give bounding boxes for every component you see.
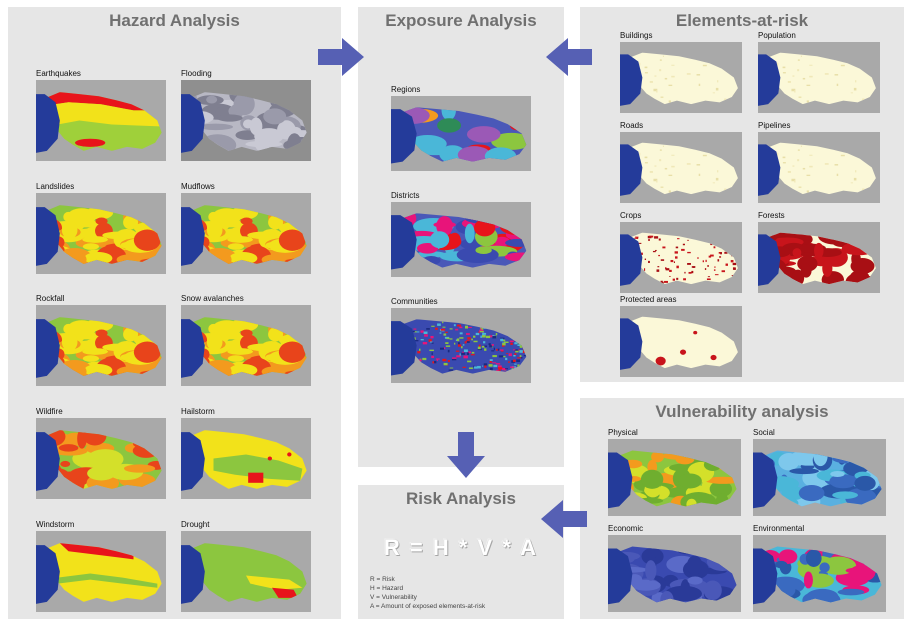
map-tile-economic: Economic [608,524,741,612]
map-image-wildfire [36,418,166,499]
map-tile-hailstorm: Hailstorm [181,407,311,499]
map-tile-label: Crops [620,211,642,220]
risk-legend: R = Risk H = Hazard V = Vulnerability A … [370,575,485,611]
map-image-landslides [36,193,166,274]
map-tile-earthquakes: Earthquakes [36,69,166,161]
map-tile-environmental: Environmental [753,524,886,612]
risk-analysis-panel: Risk Analysis R = H * V * A R = Risk H =… [358,485,564,619]
map-image-hailstorm [181,418,311,499]
vulnerability-analysis-title: Vulnerability analysis [655,402,829,421]
map-tile-label: Wildfire [36,407,63,416]
map-image-flooding [181,80,311,161]
hazard-analysis-title: Hazard Analysis [109,11,240,30]
map-image-windstorm [36,531,166,612]
hazard-to-exposure-arrow [318,38,364,76]
hazard-analysis-panel: Hazard Analysis Earthquakes Flooding Lan… [8,7,341,619]
elements-at-risk-panel: Elements-at-risk Buildings Population Ro… [580,7,904,382]
map-tile-landslides: Landslides [36,182,166,274]
legend-vulnerability: V = Vulnerability [370,594,417,601]
map-tile-flooding: Flooding [181,69,311,161]
exposure-analysis-title: Exposure Analysis [385,11,537,30]
map-tile-label: Drought [181,520,210,529]
risk-formula: R = H * V * A [383,535,539,560]
map-image-buildings [620,42,742,113]
legend-hazard: H = Hazard [370,585,404,592]
risk-analysis-title: Risk Analysis [406,489,516,508]
elements-to-exposure-arrow [546,38,592,76]
map-tile-label: Districts [391,191,420,200]
map-tile-rockfall: Rockfall [36,294,166,386]
map-image-protected-areas [620,306,742,377]
map-tile-label: Mudflows [181,182,215,191]
map-tile-label: Forests [758,211,785,220]
map-tile-districts: Districts [391,191,531,277]
map-tile-label: Regions [391,85,421,94]
map-image-rockfall [36,305,166,386]
map-image-population [758,42,880,113]
map-image-mudflows [181,193,311,274]
map-tile-label: Rockfall [36,294,65,303]
map-tile-label: Hailstorm [181,407,215,416]
map-image-forests [758,222,880,293]
vulnerability-to-risk-arrow [541,500,587,538]
map-tile-label: Economic [608,524,644,533]
map-tile-windstorm: Windstorm [36,520,166,612]
map-tile-label: Snow avalanches [181,294,244,303]
map-tile-protected-areas: Protected areas [620,295,742,377]
map-tile-label: Windstorm [36,520,75,529]
map-tile-label: Communities [391,297,438,306]
map-tile-label: Protected areas [620,295,677,304]
map-tile-label: Buildings [620,31,653,40]
vulnerability-analysis-panel: Vulnerability analysis Physical Social E… [580,398,904,619]
map-tile-label: Social [753,428,775,437]
map-image-physical [608,439,741,516]
legend-risk: R = Risk [370,576,395,583]
exposure-analysis-panel: Exposure Analysis Regions Districts Comm… [358,7,564,467]
map-image-earthquakes [36,80,166,161]
map-image-economic [608,535,741,612]
map-image-drought [181,531,311,612]
map-tile-social: Social [753,428,886,516]
elements-at-risk-title: Elements-at-risk [675,11,809,30]
map-tile-pipelines: Pipelines [758,121,880,203]
map-tile-label: Physical [608,428,638,437]
map-image-districts [391,202,531,277]
map-tile-snow-avalanches: Snow avalanches [181,294,311,386]
map-image-regions [391,96,531,171]
map-image-roads [620,132,742,203]
map-tile-label: Environmental [753,524,805,533]
map-image-social [753,439,886,516]
map-tile-drought: Drought [181,520,311,612]
legend-amount: A = Amount of exposed elements-at-risk [370,603,486,610]
map-tile-buildings: Buildings [620,31,742,113]
map-tile-physical: Physical [608,428,741,516]
map-image-crops [620,222,742,293]
map-tile-communities: Communities [391,297,531,383]
map-image-environmental [753,535,886,612]
map-tile-label: Population [758,31,796,40]
map-tile-regions: Regions [391,85,531,171]
map-tile-label: Landslides [36,182,75,191]
map-tile-roads: Roads [620,121,742,203]
map-image-snow-avalanches [181,305,311,386]
map-tile-wildfire: Wildfire [36,407,166,499]
map-tile-mudflows: Mudflows [181,182,311,274]
map-tile-label: Pipelines [758,121,791,130]
map-tile-forests: Forests [758,211,880,293]
map-tile-label: Roads [620,121,644,130]
map-image-pipelines [758,132,880,203]
map-tile-crops: Crops [620,211,742,293]
exposure-to-risk-arrow [447,432,485,478]
map-tile-label: Earthquakes [36,69,81,78]
map-image-communities [391,308,531,383]
map-tile-label: Flooding [181,69,212,78]
map-tile-population: Population [758,31,880,113]
